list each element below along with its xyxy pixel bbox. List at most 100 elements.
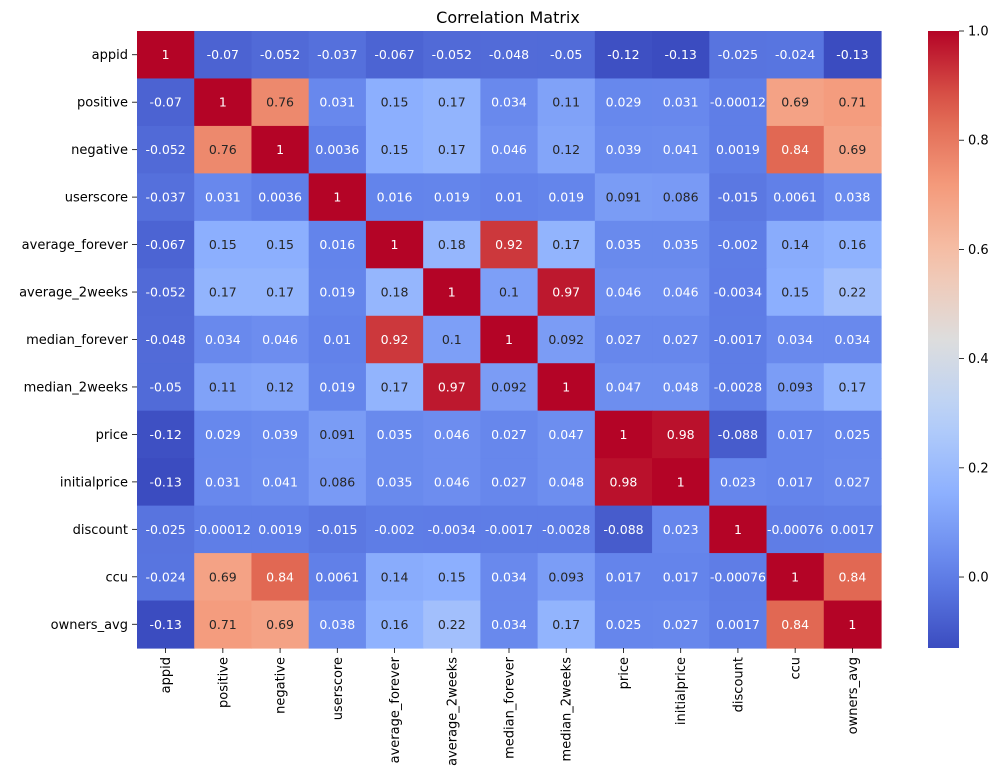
cell-value-label: 1	[734, 522, 742, 537]
heatmap-cell	[537, 363, 596, 412]
heatmap-cell	[251, 600, 310, 649]
heatmap-cell	[308, 78, 367, 127]
y-tick-label: initialprice	[60, 475, 128, 490]
heatmap-cell	[537, 600, 596, 649]
cell-value-label: -0.037	[145, 190, 185, 205]
cell-value-label: 0.97	[438, 379, 466, 394]
heatmap-cell	[709, 410, 768, 459]
heatmap-cell	[308, 125, 367, 174]
cell-value-label: -0.00076	[767, 522, 823, 537]
heatmap-cell	[594, 505, 653, 554]
heatmap-cell	[251, 220, 310, 269]
cell-value-label: 0.031	[205, 190, 241, 205]
heatmap-cell	[537, 410, 596, 459]
cell-value-label: -0.052	[432, 47, 472, 62]
cell-value-label: -0.025	[718, 47, 758, 62]
cell-value-label: 0.18	[381, 285, 409, 300]
cell-value-label: 0.84	[781, 142, 809, 157]
cell-value-label: -0.0034	[428, 522, 476, 537]
cell-value-label: 0.98	[610, 474, 638, 489]
heatmap-cell	[823, 78, 882, 127]
cell-value-label: 0.0019	[716, 142, 760, 157]
cell-value-label: 0.027	[663, 332, 699, 347]
cell-value-label: 1	[619, 427, 627, 442]
cell-value-label: 0.01	[495, 190, 523, 205]
heatmap-cell	[137, 125, 195, 174]
cell-value-label: -0.00012	[710, 95, 766, 110]
heatmap-cell	[537, 31, 596, 80]
heatmap-cell	[594, 553, 653, 602]
heatmap-cell	[423, 78, 481, 127]
cell-value-label: 0.17	[266, 285, 294, 300]
heatmap-cell	[823, 268, 882, 317]
cell-value-label: 0.01	[323, 332, 351, 347]
cell-value-label: 0.71	[209, 617, 237, 632]
heatmap-cell	[308, 600, 367, 649]
cell-value-label: 1	[276, 142, 284, 157]
cell-value-label: -0.05	[149, 379, 181, 394]
heatmap-cell	[823, 458, 882, 507]
cell-value-label: 0.046	[606, 285, 642, 300]
x-tick-label: userscore	[331, 657, 346, 720]
cell-value-label: 0.046	[434, 427, 470, 442]
cell-value-label: 0.22	[438, 617, 466, 632]
cell-value-label: -0.002	[718, 237, 758, 252]
x-tick-label: ccu	[789, 657, 804, 680]
cell-value-label: 0.041	[262, 474, 298, 489]
cell-value-label: -0.048	[489, 47, 529, 62]
heatmap-cell	[766, 315, 825, 364]
heatmap-cell	[365, 125, 424, 174]
cell-value-label: 0.016	[319, 237, 355, 252]
heatmap-cell	[194, 315, 253, 364]
cell-value-label: 0.16	[838, 237, 866, 252]
cell-value-label: 0.034	[491, 95, 527, 110]
cell-value-label: 0.76	[209, 142, 237, 157]
cell-value-label: 0.92	[381, 332, 409, 347]
cell-value-label: -0.05	[550, 47, 582, 62]
cell-value-label: 0.017	[777, 427, 813, 442]
cell-value-label: -0.024	[775, 47, 815, 62]
heatmap-cell	[480, 268, 539, 317]
cell-value-label: 0.22	[838, 285, 866, 300]
heatmap-cell	[823, 220, 882, 269]
cell-value-label: 1	[448, 285, 456, 300]
heatmap-cell	[594, 173, 653, 222]
heatmap-cell	[709, 78, 768, 127]
heatmap-cell	[308, 220, 367, 269]
heatmap-cell	[823, 505, 882, 554]
heatmap-cell	[308, 505, 367, 554]
cell-value-label: 0.035	[377, 427, 413, 442]
cell-value-label: 0.17	[838, 379, 866, 394]
y-tick-label: owners_avg	[51, 618, 128, 633]
heatmap-cell	[365, 410, 424, 459]
heatmap-cells	[137, 31, 882, 649]
cell-value-label: 0.093	[548, 569, 584, 584]
cell-value-label: 0.086	[319, 474, 355, 489]
heatmap-cell	[709, 600, 768, 649]
cell-value-label: 0.034	[491, 569, 527, 584]
cell-value-label: 0.046	[491, 142, 527, 157]
heatmap-cell	[194, 125, 253, 174]
heatmap-cell	[766, 363, 825, 412]
cell-value-label: 0.039	[262, 427, 298, 442]
x-tick-label: median_forever	[503, 656, 518, 759]
heatmap-cell	[594, 600, 653, 649]
cell-value-label: -0.13	[836, 47, 868, 62]
heatmap-cell	[251, 363, 310, 412]
cell-value-label: -0.13	[149, 617, 181, 632]
cell-value-label: 1	[677, 474, 685, 489]
heatmap-cell	[823, 125, 882, 174]
cell-value-label: 0.047	[606, 379, 642, 394]
heatmap-cell	[137, 31, 195, 80]
cell-value-label: 0.092	[491, 379, 527, 394]
cell-value-label: 0.034	[491, 617, 527, 632]
cell-value-label: 0.035	[377, 474, 413, 489]
heatmap-cell	[137, 363, 195, 412]
heatmap-cell	[709, 315, 768, 364]
heatmap-cell	[137, 78, 195, 127]
cell-value-label: 0.15	[266, 237, 294, 252]
heatmap-cell	[823, 410, 882, 459]
x-tick-label: price	[617, 657, 632, 689]
heatmap-cell	[709, 505, 768, 554]
heatmap-cell	[137, 553, 195, 602]
